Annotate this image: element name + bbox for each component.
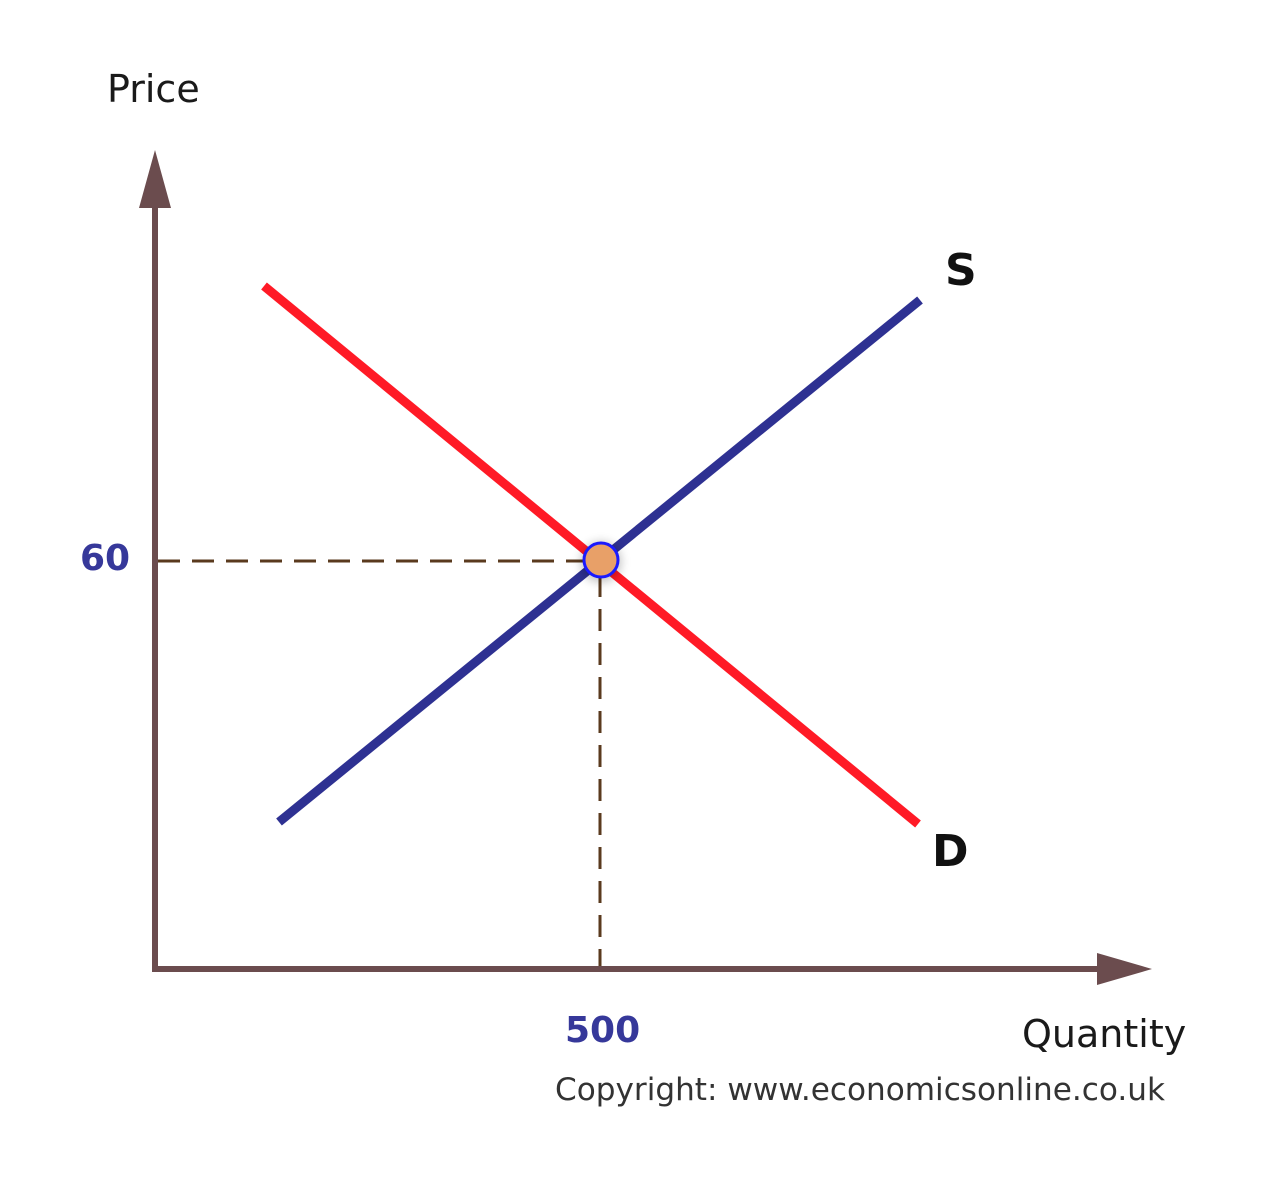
y-axis-arrow — [139, 150, 171, 208]
equilibrium-quantity-label: 500 — [565, 1010, 640, 1051]
x-axis-title: Quantity — [1022, 1012, 1186, 1056]
x-axis-arrow — [1097, 953, 1152, 985]
supply-label: S — [945, 245, 977, 296]
y-axis-title: Price — [107, 67, 200, 111]
demand-label: D — [932, 826, 969, 877]
copyright-text: Copyright: www.economicsonline.co.uk — [555, 1072, 1165, 1108]
equilibrium-point — [582, 541, 620, 579]
equilibrium-price-label: 60 — [80, 538, 130, 579]
